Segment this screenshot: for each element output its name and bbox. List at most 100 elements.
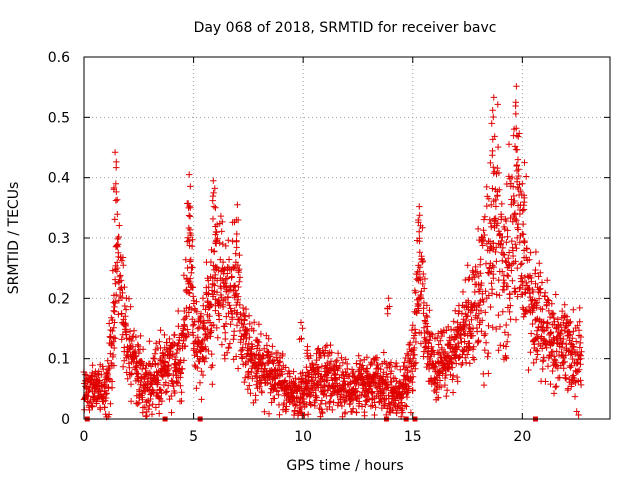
data-point [439, 329, 446, 336]
data-point [577, 339, 584, 347]
data-point [493, 258, 500, 265]
data-point [514, 234, 521, 242]
data-point [411, 326, 419, 333]
data-point [247, 390, 254, 397]
data-point [232, 353, 240, 360]
data-point [107, 350, 114, 357]
data-point [233, 322, 241, 329]
data-point [475, 281, 482, 288]
data-point [578, 348, 585, 355]
data-point [236, 274, 244, 281]
data-point [209, 381, 216, 388]
data-point [533, 356, 540, 363]
data-point [407, 339, 414, 347]
data-point [367, 361, 374, 369]
data-point [200, 302, 207, 309]
data-point [100, 365, 107, 373]
data-point [237, 339, 244, 346]
data-point [197, 341, 205, 348]
data-point [462, 354, 469, 361]
data-point [242, 313, 249, 320]
data-point [393, 409, 400, 417]
y-axis-label: SRMTID / TECUs [6, 182, 22, 295]
data-point [411, 351, 418, 358]
data-point [166, 335, 173, 343]
data-point [156, 395, 163, 402]
data-point [318, 408, 326, 416]
data-point [454, 378, 461, 385]
data-point [126, 342, 134, 349]
data-point [121, 344, 128, 351]
data-point [534, 327, 541, 334]
data-point [501, 279, 508, 287]
data-point [258, 389, 266, 396]
data-point [573, 408, 580, 415]
data-point [152, 404, 160, 411]
data-point [495, 169, 503, 177]
data-point [441, 374, 449, 382]
data-point [308, 360, 316, 367]
data-point [209, 215, 217, 223]
data-point [195, 324, 203, 331]
data-point [552, 383, 559, 391]
data-point [494, 143, 502, 151]
y-tick-label: 0.5 [48, 110, 70, 126]
data-point [475, 337, 482, 344]
data-point [250, 327, 257, 334]
data-point [157, 387, 164, 394]
data-point [553, 348, 560, 355]
data-point [570, 306, 577, 313]
data-point [443, 392, 450, 400]
data-point [113, 164, 120, 171]
data-point [255, 321, 263, 328]
data-point [148, 411, 156, 418]
data-point [96, 377, 103, 384]
data-point [504, 233, 511, 240]
data-point [135, 350, 142, 357]
data-point [547, 328, 555, 336]
data-point [256, 383, 263, 390]
data-point [113, 291, 120, 299]
data-point [148, 380, 156, 387]
data-point [426, 307, 433, 314]
data-point [392, 397, 399, 404]
data-point [244, 386, 251, 393]
data-point [371, 411, 378, 419]
data-point [307, 401, 315, 409]
data-point [453, 360, 460, 367]
data-point [577, 352, 584, 359]
data-point [367, 380, 374, 388]
data-point [135, 399, 143, 406]
data-point [146, 338, 153, 345]
data-point [494, 164, 501, 172]
data-point [576, 366, 583, 373]
data-point [170, 382, 177, 390]
data-point [409, 373, 417, 380]
data-point [502, 217, 510, 225]
data-point [405, 385, 413, 392]
data-point [404, 369, 411, 376]
data-point [281, 378, 288, 385]
data-point [449, 389, 457, 396]
data-point [234, 365, 242, 372]
data-point [199, 295, 207, 302]
x-tick-label: 10 [294, 429, 312, 445]
y-tick-label: 0 [61, 412, 70, 428]
data-point [249, 343, 256, 350]
data-point [350, 405, 357, 412]
data-point [417, 340, 425, 347]
data-point [495, 347, 502, 354]
data-point [165, 370, 173, 377]
data-point [494, 192, 501, 199]
data-point [132, 333, 140, 341]
data-point [478, 279, 485, 287]
data-point [574, 322, 581, 329]
data-point [114, 241, 122, 248]
data-point [539, 345, 546, 352]
data-point [480, 298, 487, 306]
data-point [243, 328, 251, 336]
data-point [338, 354, 345, 361]
data-point [458, 338, 465, 346]
data-point [419, 224, 426, 231]
data-point [355, 352, 362, 359]
